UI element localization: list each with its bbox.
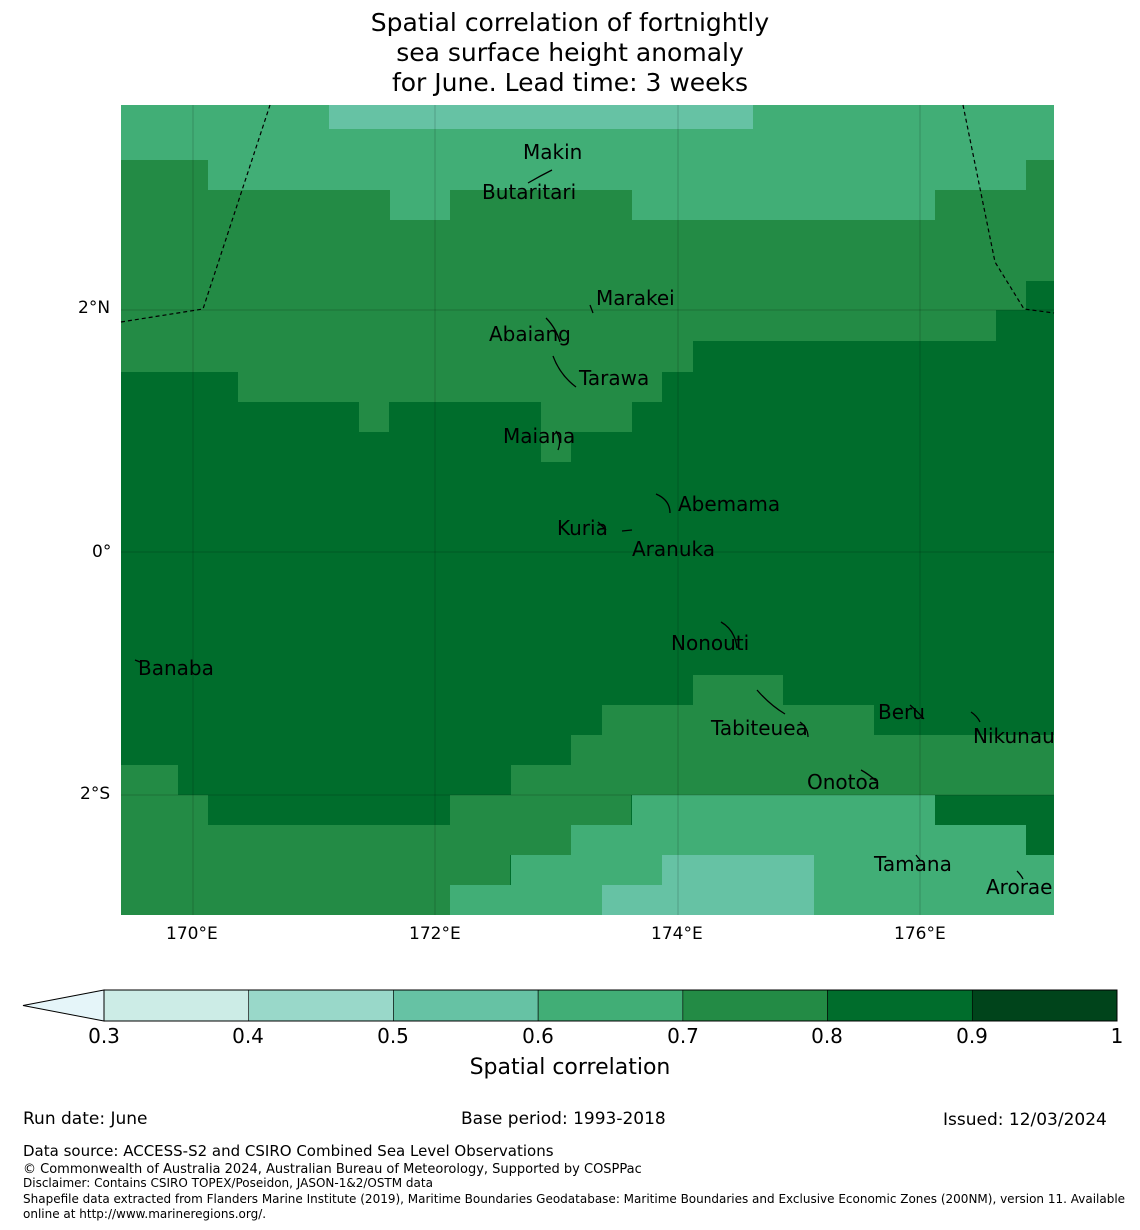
correlation-cell [693, 265, 996, 341]
correlation-cell [390, 190, 450, 220]
shapefile-credit-1: Shapefile data extracted from Flanders M… [23, 1192, 1126, 1206]
island-outline [909, 704, 925, 720]
colorbar-tick-0.3: 0.3 [88, 1024, 120, 1048]
island-outline [860, 769, 877, 782]
island-outline [970, 711, 981, 723]
colorbar-tick-0.9: 0.9 [956, 1024, 988, 1048]
correlation-cell [571, 825, 1026, 855]
disclaimer: Disclaimer: Contains CSIRO TOPEX/Poseido… [23, 1176, 433, 1190]
correlation-cell [121, 765, 178, 795]
place-label: Arorae [986, 875, 1052, 899]
correlation-cell [208, 160, 1026, 190]
correlation-cell [359, 402, 389, 432]
place-label: Makin [523, 140, 582, 164]
lon-tick-170: 170°E [166, 924, 218, 944]
place-label: Nikunau [973, 724, 1055, 748]
map-title: Spatial correlation of fortnightly sea s… [0, 8, 1140, 98]
correlation-cell [541, 372, 662, 402]
island-outline [1016, 870, 1024, 880]
colorbar-tick-0.5: 0.5 [377, 1024, 409, 1048]
place-label: Tabiteuea [710, 716, 808, 740]
title-line-2: sea surface height anomaly [396, 38, 744, 67]
correlation-cell [238, 372, 541, 402]
colorbar-tick-0.7: 0.7 [667, 1024, 699, 1048]
correlation-cell [208, 825, 450, 915]
data-source: Data source: ACCESS-S2 and CSIRO Combine… [23, 1142, 554, 1160]
copyright-notice: © Commonwealth of Australia 2024, Austra… [23, 1162, 642, 1177]
title-line-1: Spatial correlation of fortnightly [370, 8, 770, 37]
place-label: Marakei [596, 286, 675, 310]
correlation-cell [632, 190, 935, 220]
place-label: Nonouti [671, 631, 749, 655]
colorbar-segment [971, 989, 1118, 1022]
correlation-cell [541, 432, 571, 462]
correlation-cell [632, 795, 935, 825]
colorbar-segment [393, 989, 539, 1022]
island-outline [555, 430, 561, 451]
colorbar-frame [103, 989, 1118, 1022]
lat-tick-0: 0° [92, 542, 112, 562]
colorbar-tick-0.4: 0.4 [232, 1024, 264, 1048]
island-outline [655, 493, 671, 514]
run-date: Run date: June [23, 1109, 148, 1129]
colorbar-segment [248, 989, 394, 1022]
island-outline [597, 521, 607, 531]
eez-boundary-west [120, 104, 271, 323]
correlation-cell [602, 705, 874, 735]
correlation-cell [693, 675, 783, 705]
place-label: Kuria [557, 516, 608, 540]
lat-tick-2n: 2°N [78, 298, 111, 318]
colorbar-segment [537, 989, 684, 1022]
colorbar-segment [827, 989, 973, 1022]
place-label: Onotoa [807, 770, 880, 794]
lon-tick-176: 176°E [894, 924, 946, 944]
place-label: Maiana [503, 424, 575, 448]
correlation-cell [329, 105, 753, 129]
place-label: Abemama [678, 492, 780, 516]
shapefile-credit-2: online at http://www.marineregions.org/. [23, 1207, 267, 1221]
colorbar-tick-0.6: 0.6 [522, 1024, 554, 1048]
place-label: Butaritari [482, 180, 576, 204]
colorbar-tick-0.8: 0.8 [811, 1024, 843, 1048]
island-outline [621, 529, 633, 532]
colorbar-tick-1: 1 [1110, 1024, 1124, 1048]
correlation-cell [511, 765, 1054, 795]
correlation-cell [121, 265, 693, 372]
island-outline [756, 689, 809, 738]
title-line-3: for June. Lead time: 3 weeks [391, 68, 749, 97]
base-period: Base period: 1993-2018 [461, 1109, 666, 1129]
eez-boundary-east [962, 104, 1055, 314]
correlation-cell [1026, 265, 1054, 281]
correlation-cell [121, 795, 208, 915]
lat-tick-2s: 2°S [80, 784, 111, 804]
place-label: Aranuka [632, 537, 715, 561]
place-label: Abaiang [489, 322, 571, 346]
lon-tick-174: 174°E [651, 924, 703, 944]
island-outline [552, 355, 577, 388]
island-outline [545, 317, 561, 343]
issued-date: Issued: 12/03/2024 [943, 1110, 1107, 1130]
island-outline [720, 621, 738, 649]
colorbar-segment [103, 989, 250, 1022]
place-label: Beru [878, 700, 925, 724]
island-outline [527, 169, 553, 184]
island-outline [915, 854, 921, 861]
colorbar-segment [682, 989, 828, 1022]
correlation-cell [450, 855, 510, 885]
place-label: Tamana [873, 852, 952, 876]
colorbar-extend-arrow [22, 989, 105, 1022]
island-outline [589, 304, 594, 314]
place-label: Banaba [138, 656, 214, 680]
place-label: Tarawa [578, 366, 649, 390]
colorbar-label: Spatial correlation [469, 1055, 671, 1080]
island-outline [134, 659, 141, 663]
correlation-cell [571, 735, 1054, 765]
lon-tick-172: 172°E [409, 924, 461, 944]
correlation-cell [602, 885, 814, 915]
correlation-cell [662, 855, 814, 885]
correlation-cell [541, 402, 632, 432]
